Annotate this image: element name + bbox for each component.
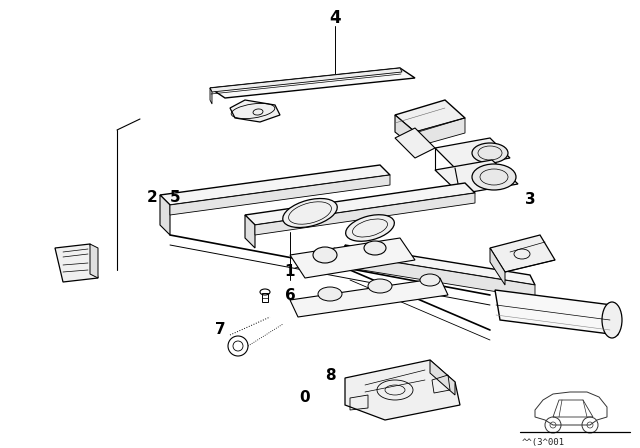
Text: 7: 7	[214, 323, 225, 337]
Polygon shape	[435, 138, 510, 168]
Polygon shape	[90, 244, 98, 278]
Ellipse shape	[318, 287, 342, 301]
Ellipse shape	[602, 302, 622, 338]
Ellipse shape	[368, 279, 392, 293]
Ellipse shape	[472, 164, 516, 190]
Polygon shape	[230, 100, 280, 122]
Polygon shape	[350, 255, 535, 298]
Polygon shape	[345, 245, 350, 270]
Ellipse shape	[283, 198, 337, 228]
Polygon shape	[395, 115, 415, 148]
Polygon shape	[255, 193, 475, 235]
Ellipse shape	[313, 247, 337, 263]
Polygon shape	[210, 68, 402, 92]
Polygon shape	[245, 183, 475, 225]
Polygon shape	[160, 195, 170, 235]
Polygon shape	[170, 175, 390, 215]
Text: 1: 1	[285, 264, 295, 280]
Polygon shape	[345, 360, 460, 420]
Polygon shape	[395, 128, 435, 158]
Polygon shape	[55, 244, 98, 282]
Polygon shape	[430, 360, 455, 395]
Polygon shape	[160, 165, 390, 205]
Text: 0: 0	[300, 391, 310, 405]
Polygon shape	[490, 248, 505, 285]
Text: 5: 5	[170, 190, 180, 206]
Polygon shape	[345, 245, 535, 285]
Text: 6: 6	[285, 288, 296, 302]
Text: ^^(3^001: ^^(3^001	[522, 438, 565, 447]
Polygon shape	[490, 235, 555, 272]
Text: 3: 3	[525, 193, 535, 207]
Polygon shape	[245, 215, 255, 248]
Ellipse shape	[472, 143, 508, 163]
Text: 4: 4	[329, 9, 341, 27]
Polygon shape	[495, 290, 618, 335]
Text: 2: 2	[147, 190, 157, 206]
Ellipse shape	[346, 215, 394, 241]
Polygon shape	[210, 68, 415, 98]
Polygon shape	[395, 100, 465, 132]
Polygon shape	[415, 118, 465, 147]
Polygon shape	[290, 238, 415, 278]
Polygon shape	[290, 278, 448, 317]
Polygon shape	[435, 160, 518, 194]
Ellipse shape	[420, 274, 440, 286]
Ellipse shape	[364, 241, 386, 255]
Text: 8: 8	[324, 367, 335, 383]
Polygon shape	[210, 88, 212, 104]
